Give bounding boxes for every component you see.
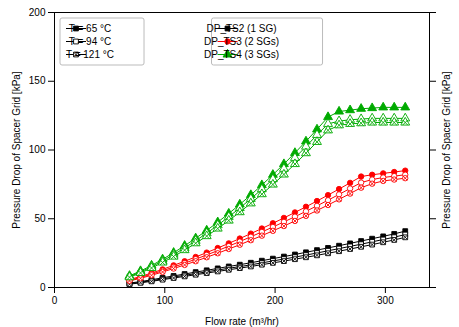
svg-text:50: 50 — [34, 213, 46, 224]
svg-text:150: 150 — [29, 75, 46, 86]
svg-text:100: 100 — [156, 295, 173, 306]
svg-text:300: 300 — [377, 295, 394, 306]
svg-text:100: 100 — [29, 144, 46, 155]
svg-text:Pressure Drop of Spacer Grid [: Pressure Drop of Spacer Grid [kPa] — [11, 71, 22, 229]
svg-text:DP_TS2 (1 SG): DP_TS2 (1 SG) — [206, 23, 276, 34]
svg-text:T = 65 °C: T = 65 °C — [69, 23, 111, 34]
svg-text:0: 0 — [52, 295, 58, 306]
svg-text:200: 200 — [267, 295, 284, 306]
svg-text:0: 0 — [40, 282, 46, 293]
svg-text:DP_TS4 (3 SGs): DP_TS4 (3 SGs) — [204, 49, 279, 60]
svg-text:Pressure Drop of Spacer Grid [: Pressure Drop of Spacer Grid [kPa] — [441, 71, 452, 229]
svg-text:Flow rate (m³/hr): Flow rate (m³/hr) — [205, 316, 279, 327]
svg-text:DP_TS3 (2 SGs): DP_TS3 (2 SGs) — [204, 36, 279, 47]
svg-text:T = 121 °C: T = 121 °C — [66, 49, 114, 60]
svg-text:200: 200 — [29, 7, 46, 18]
svg-text:T = 94 °C: T = 94 °C — [69, 36, 111, 47]
